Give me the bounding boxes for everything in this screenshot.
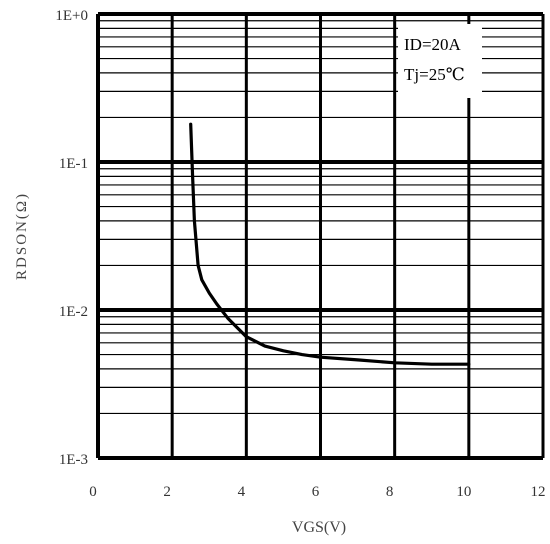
x-tick-label: 6 (312, 484, 320, 500)
y-tick-label: 1E-2 (59, 304, 88, 320)
x-axis-label: VGS(V) (292, 519, 346, 536)
tick-labels: 0 2 4 6 8 10 12 1E-3 1E-2 1E-1 1E+0 (55, 8, 545, 500)
y-tick-label: 1E-3 (59, 452, 88, 468)
annotation-current: ID=20A (404, 35, 462, 54)
series-line (189, 122, 471, 366)
x-tick-label: 0 (89, 484, 97, 500)
annotation-temperature: Tj=25℃ (404, 65, 465, 84)
series-layer (189, 122, 471, 366)
annotation-box (398, 24, 482, 98)
x-tick-label: 12 (531, 484, 546, 500)
x-tick-label: 8 (386, 484, 394, 500)
y-axis-label: RDSON(Ω) (14, 192, 30, 280)
y-tick-label: 1E-1 (59, 156, 88, 172)
y-tick-label: 1E+0 (55, 8, 88, 24)
x-tick-label: 10 (456, 484, 471, 500)
x-tick-label: 4 (238, 484, 246, 500)
x-tick-label: 2 (163, 484, 171, 500)
